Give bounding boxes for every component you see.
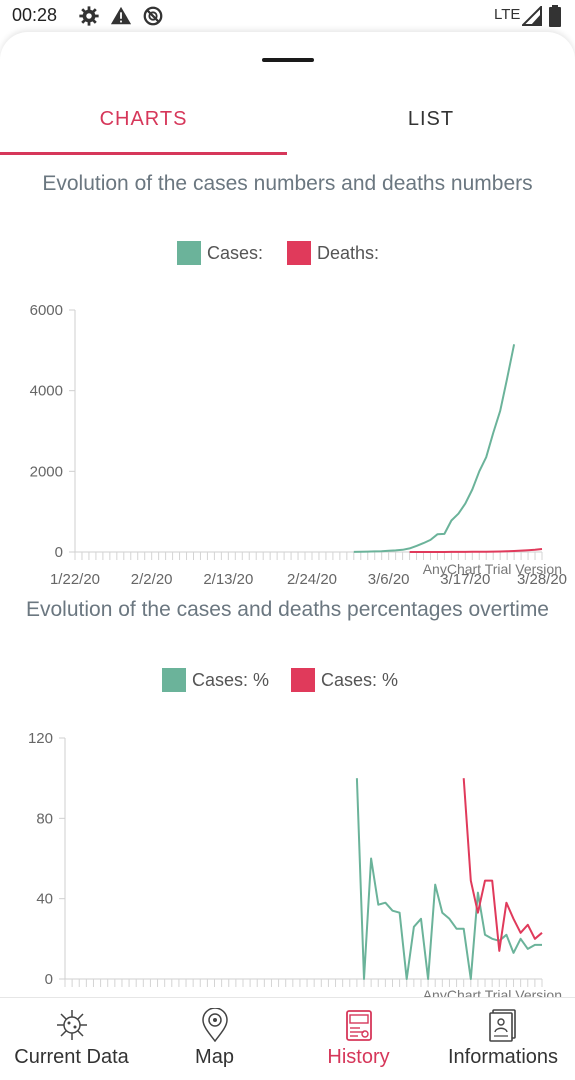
battery-icon xyxy=(548,5,562,27)
history-report-icon xyxy=(342,1008,376,1042)
legend-label-deaths: Deaths: xyxy=(317,243,379,264)
gear-icon xyxy=(78,5,100,27)
chart1-y-tick-label: 0 xyxy=(55,544,63,561)
chart1-x-tick-label: 3/6/20 xyxy=(368,571,410,584)
nav-label-history: History xyxy=(286,1046,431,1069)
no-sync-icon xyxy=(142,5,164,27)
nav-label-informations: Informations xyxy=(431,1046,575,1069)
chart2-y-tick-label: 120 xyxy=(28,730,53,747)
legend-swatch-deaths xyxy=(287,241,311,265)
virus-icon xyxy=(55,1008,89,1042)
tab-list[interactable]: LIST xyxy=(287,108,575,140)
chart1-series-line-0 xyxy=(354,344,514,552)
tab-charts[interactable]: CHARTS xyxy=(0,108,287,140)
chart2-plot: 040801201/22/202/1/202/11/202/22/203/3/2… xyxy=(0,692,575,997)
chart1-x-tick-label: 2/2/20 xyxy=(131,571,173,584)
legend-swatch-deaths-pct xyxy=(291,668,315,692)
chart2-y-tick-label: 0 xyxy=(45,971,53,988)
chart1-x-tick-label: 2/13/20 xyxy=(203,571,253,584)
chart1-legend-cases[interactable]: Cases: xyxy=(177,241,277,265)
chart2-legend-deaths-pct[interactable]: Cases: % xyxy=(291,668,411,692)
bottom-navigation: Current Data Map History Informations xyxy=(0,997,575,1080)
legend-label-cases: Cases: xyxy=(207,243,263,264)
nav-informations[interactable]: Informations xyxy=(431,998,575,1080)
legend-label-deaths-pct: Cases: % xyxy=(321,670,398,691)
status-time: 00:28 xyxy=(12,5,57,26)
signal-icon xyxy=(522,6,542,26)
chart1-plot: 0 2000 4000 6000 1/22/20 2/2/20 2/13/20 2/24/20… xyxy=(0,264,575,584)
chart2-y-tick-label: 80 xyxy=(36,810,53,827)
chart1-legend-deaths[interactable]: Deaths: xyxy=(287,241,397,265)
network-type: LTE xyxy=(494,6,520,23)
chart2-series-line-0 xyxy=(357,778,542,979)
chart1-y-tick-label: 6000 xyxy=(30,302,63,319)
status-bar: 00:28 LTE xyxy=(0,0,575,32)
drag-handle[interactable] xyxy=(262,58,314,62)
legend-swatch-cases-pct xyxy=(162,668,186,692)
chart2-legend-cases-pct[interactable]: Cases: % xyxy=(162,668,282,692)
chart2-title: Evolution of the cases and deaths percen… xyxy=(20,596,555,624)
chart1-y-tick-label: 2000 xyxy=(30,463,63,480)
nav-history[interactable]: History xyxy=(286,998,431,1080)
nav-label-current-data: Current Data xyxy=(0,1046,143,1069)
chart1-x-tick-label: 2/24/20 xyxy=(287,571,337,584)
legend-label-cases-pct: Cases: % xyxy=(192,670,269,691)
nav-current-data[interactable]: Current Data xyxy=(0,998,143,1080)
chart1-y-tick-label: 4000 xyxy=(30,383,63,400)
chart1-watermark: AnyChart Trial Version xyxy=(423,561,562,577)
information-book-icon xyxy=(486,1008,520,1042)
bottom-sheet: CHARTS LIST Evolution of the cases numbe… xyxy=(0,32,575,997)
chart2-y-tick-label: 40 xyxy=(36,891,53,908)
chart1-x-tick-label: 1/22/20 xyxy=(50,571,100,584)
warning-icon xyxy=(110,5,132,27)
map-pin-icon xyxy=(198,1008,232,1042)
chart2-watermark: AnyChart Trial Version xyxy=(423,987,562,997)
nav-label-map: Map xyxy=(143,1046,286,1069)
chart1-title: Evolution of the cases numbers and death… xyxy=(20,170,555,198)
legend-swatch-cases xyxy=(177,241,201,265)
active-tab-indicator xyxy=(0,152,287,155)
nav-map[interactable]: Map xyxy=(143,998,286,1080)
